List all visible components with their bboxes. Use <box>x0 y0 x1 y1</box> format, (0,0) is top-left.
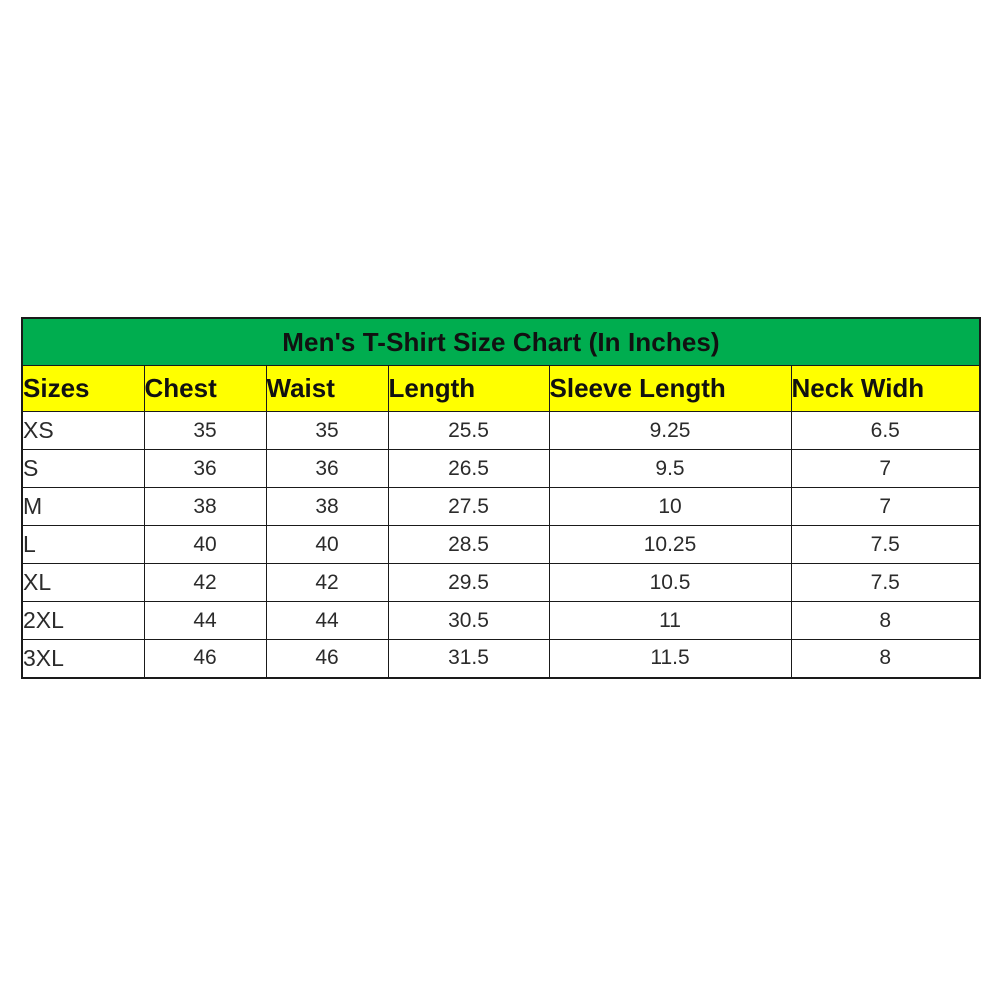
cell-size: S <box>21 449 145 488</box>
table-row: L 40 40 28.5 10.25 7.5 <box>21 525 981 564</box>
title-row: Men's T-Shirt Size Chart (In Inches) <box>21 317 981 366</box>
cell-chest: 46 <box>143 639 267 678</box>
cell-waist: 46 <box>265 639 389 678</box>
column-header-length: Length <box>387 365 550 412</box>
cell-sleeve-length: 9.5 <box>548 449 792 488</box>
column-header-sleeve-length: Sleeve Length <box>548 365 792 412</box>
cell-waist: 36 <box>265 449 389 488</box>
cell-waist: 42 <box>265 563 389 602</box>
cell-chest: 38 <box>143 487 267 526</box>
cell-size: XL <box>21 563 145 602</box>
cell-waist: 35 <box>265 411 389 450</box>
column-header-neck-width: Neck Widh <box>790 365 981 412</box>
cell-length: 26.5 <box>387 449 550 488</box>
column-header-waist: Waist <box>265 365 389 412</box>
cell-size: XS <box>21 411 145 450</box>
cell-length: 31.5 <box>387 639 550 678</box>
cell-size: 2XL <box>21 601 145 640</box>
cell-neck-width: 7.5 <box>790 563 981 602</box>
table-row: 2XL 44 44 30.5 11 8 <box>21 601 981 640</box>
cell-size: M <box>21 487 145 526</box>
cell-chest: 36 <box>143 449 267 488</box>
cell-chest: 42 <box>143 563 267 602</box>
cell-sleeve-length: 11.5 <box>548 639 792 678</box>
cell-sleeve-length: 10 <box>548 487 792 526</box>
cell-waist: 38 <box>265 487 389 526</box>
cell-chest: 44 <box>143 601 267 640</box>
cell-neck-width: 7 <box>790 449 981 488</box>
table-row: XS 35 35 25.5 9.25 6.5 <box>21 411 981 450</box>
cell-chest: 35 <box>143 411 267 450</box>
cell-waist: 40 <box>265 525 389 564</box>
cell-length: 29.5 <box>387 563 550 602</box>
cell-length: 28.5 <box>387 525 550 564</box>
cell-chest: 40 <box>143 525 267 564</box>
size-chart-body: Men's T-Shirt Size Chart (In Inches) Siz… <box>21 317 981 678</box>
cell-neck-width: 8 <box>790 601 981 640</box>
cell-neck-width: 6.5 <box>790 411 981 450</box>
chart-title: Men's T-Shirt Size Chart (In Inches) <box>21 317 981 366</box>
cell-sleeve-length: 11 <box>548 601 792 640</box>
column-header-sizes: Sizes <box>21 365 145 412</box>
cell-sleeve-length: 10.25 <box>548 525 792 564</box>
cell-neck-width: 8 <box>790 639 981 678</box>
table-row: XL 42 42 29.5 10.5 7.5 <box>21 563 981 602</box>
cell-size: L <box>21 525 145 564</box>
cell-neck-width: 7 <box>790 487 981 526</box>
table-row: S 36 36 26.5 9.5 7 <box>21 449 981 488</box>
cell-waist: 44 <box>265 601 389 640</box>
header-row: Sizes Chest Waist Length Sleeve Length N… <box>21 365 981 412</box>
cell-neck-width: 7.5 <box>790 525 981 564</box>
cell-size: 3XL <box>21 639 145 678</box>
column-header-chest: Chest <box>143 365 267 412</box>
cell-length: 30.5 <box>387 601 550 640</box>
cell-sleeve-length: 10.5 <box>548 563 792 602</box>
table-row: 3XL 46 46 31.5 11.5 8 <box>21 639 981 678</box>
cell-sleeve-length: 9.25 <box>548 411 792 450</box>
cell-length: 25.5 <box>387 411 550 450</box>
size-chart-table: Men's T-Shirt Size Chart (In Inches) Siz… <box>21 317 981 679</box>
table-row: M 38 38 27.5 10 7 <box>21 487 981 526</box>
cell-length: 27.5 <box>387 487 550 526</box>
